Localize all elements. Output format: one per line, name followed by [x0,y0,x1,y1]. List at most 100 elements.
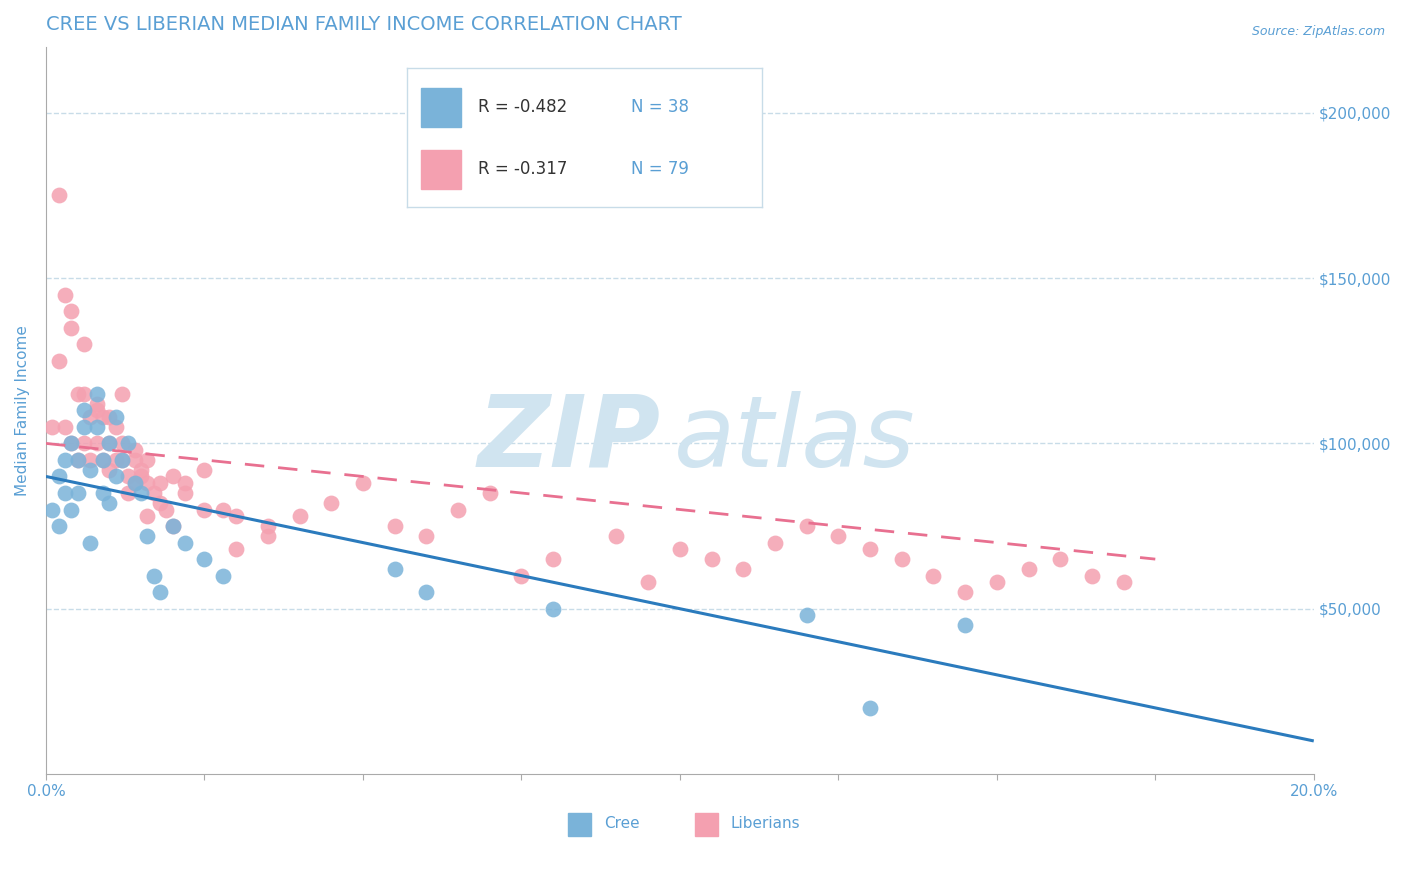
Point [48,353,70,368]
Point [117,469,139,483]
Point [149,496,172,510]
Point [384,519,406,533]
Point [478,486,501,500]
Point [60,320,83,334]
Point [669,542,692,557]
Point [98,496,121,510]
Point [79,463,101,477]
Point [98,409,121,424]
Point [124,453,146,467]
Point [53,453,76,467]
Point [162,519,184,533]
Point [162,469,184,483]
Point [91,453,114,467]
Point [111,453,134,467]
Y-axis label: Median Family Income: Median Family Income [15,325,30,496]
Point [136,476,159,491]
Point [79,409,101,424]
Point [541,552,564,566]
Text: Liberians: Liberians [731,816,800,831]
Point [321,496,343,510]
Point [1049,552,1071,566]
Point [796,519,818,533]
Text: CREE VS LIBERIAN MEDIAN FAMILY INCOME CORRELATION CHART: CREE VS LIBERIAN MEDIAN FAMILY INCOME CO… [46,15,682,34]
Point [225,542,247,557]
Point [111,436,134,450]
Point [98,436,121,450]
Point [288,509,311,524]
Point [136,453,159,467]
Point [73,403,96,417]
Point [859,701,882,715]
Point [104,420,127,434]
Point [605,529,627,543]
Point [352,476,374,491]
Point [104,453,127,467]
Point [796,608,818,623]
Point [142,568,165,582]
Point [104,409,127,424]
Point [174,535,197,549]
Point [136,509,159,524]
Point [415,529,437,543]
Point [162,519,184,533]
Point [953,585,976,599]
Point [193,463,215,477]
Point [86,420,108,434]
Point [117,486,139,500]
Point [91,453,114,467]
Point [1018,562,1040,576]
Point [66,486,89,500]
Point [98,463,121,477]
Point [53,287,76,301]
Point [60,436,83,450]
Point [66,453,89,467]
Point [48,188,70,202]
Point [384,562,406,576]
Point [859,542,882,557]
Point [637,575,659,590]
Text: Source: ZipAtlas.com: Source: ZipAtlas.com [1251,25,1385,38]
Text: atlas: atlas [673,391,915,488]
Point [193,502,215,516]
Point [212,568,235,582]
Point [256,529,278,543]
Point [256,519,278,533]
Point [48,469,70,483]
Point [827,529,849,543]
Point [79,535,101,549]
Point [733,562,755,576]
Point [41,420,63,434]
Point [129,463,152,477]
Point [117,436,139,450]
Point [174,486,197,500]
Point [86,436,108,450]
Point [986,575,1008,590]
Point [60,304,83,318]
Point [66,386,89,401]
Point [953,618,976,632]
Point [73,386,96,401]
Point [86,403,108,417]
Point [922,568,945,582]
Point [91,409,114,424]
Point [124,476,146,491]
Point [73,436,96,450]
Point [86,386,108,401]
Point [193,552,215,566]
Point [225,509,247,524]
Point [41,502,63,516]
Point [415,585,437,599]
Bar [568,813,591,836]
Point [700,552,723,566]
Point [149,476,172,491]
Point [53,486,76,500]
Point [111,453,134,467]
Point [124,443,146,458]
Point [73,420,96,434]
Bar [695,813,718,836]
Point [447,502,470,516]
Point [174,476,197,491]
Point [73,337,96,351]
Point [763,535,786,549]
